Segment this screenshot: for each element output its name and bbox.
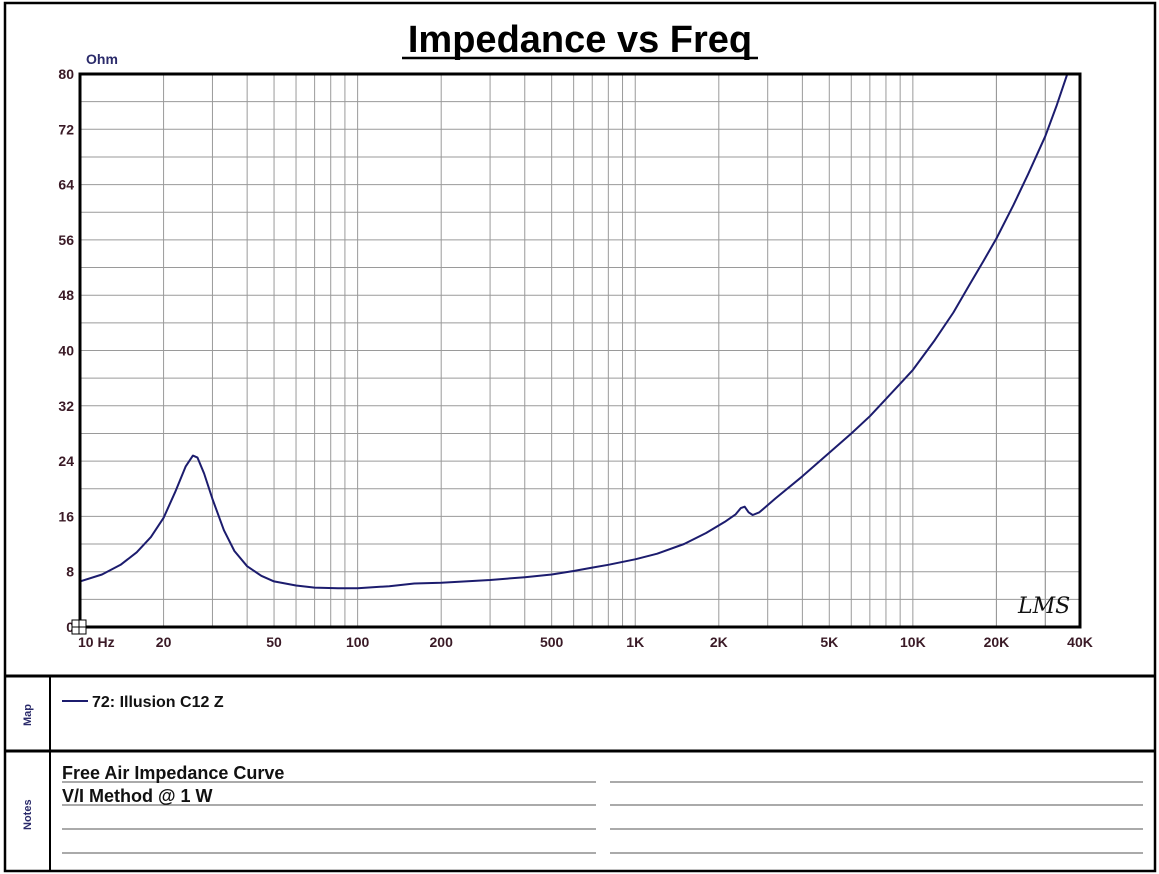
lms-logo: LMS bbox=[1017, 594, 1070, 619]
x-tick-label: 200 bbox=[430, 634, 454, 650]
y-tick-label: 64 bbox=[58, 177, 74, 193]
y-tick-label: 24 bbox=[58, 453, 74, 469]
note-line: V/I Method @ 1 W bbox=[62, 786, 213, 806]
y-axis-unit: Ohm bbox=[86, 51, 118, 67]
x-tick-label: 20 bbox=[156, 634, 172, 650]
map-side-label: Map bbox=[22, 704, 34, 726]
notes-rules bbox=[62, 781, 1143, 854]
crosshair-cursor-icon bbox=[71, 619, 87, 635]
y-tick-label: 8 bbox=[66, 564, 74, 580]
x-tick-label: 500 bbox=[540, 634, 564, 650]
y-tick-label: 72 bbox=[58, 121, 74, 137]
x-tick-label: 10K bbox=[900, 634, 926, 650]
notes-side-label: Notes bbox=[22, 799, 34, 830]
notes: Free Air Impedance Curve V/I Method @ 1 W bbox=[62, 763, 284, 806]
legend: 72: Illusion C12 Z bbox=[62, 694, 224, 711]
x-axis-ticks: 10 Hz 20 50 100 200 500 1K 2K 5K 10K 20K 40K bbox=[78, 634, 1093, 650]
x-tick-label: 20K bbox=[984, 634, 1010, 650]
y-axis-ticks: 0 8 16 24 32 40 48 56 64 72 80 bbox=[58, 66, 74, 635]
series-layer bbox=[79, 73, 1069, 590]
x-tick-label: 10 Hz bbox=[78, 634, 115, 650]
x-tick-label: 2K bbox=[710, 634, 728, 650]
x-tick-label: 100 bbox=[346, 634, 370, 650]
x-tick-label: 5K bbox=[820, 634, 838, 650]
y-tick-label: 48 bbox=[58, 287, 74, 303]
x-tick-label: 50 bbox=[266, 634, 282, 650]
y-tick-label: 0 bbox=[66, 619, 74, 635]
chart-title: Impedance vs Freq bbox=[408, 19, 752, 61]
y-tick-label: 16 bbox=[58, 508, 74, 524]
y-tick-label: 40 bbox=[58, 343, 74, 359]
x-tick-label: 1K bbox=[626, 634, 644, 650]
legend-entry: 72: Illusion C12 Z bbox=[92, 694, 224, 711]
x-tick-label: 40K bbox=[1067, 634, 1093, 650]
series-line bbox=[79, 73, 1069, 590]
plot-border bbox=[78, 72, 1082, 629]
y-tick-label: 80 bbox=[58, 66, 74, 82]
outer-frame bbox=[3, 1, 1157, 873]
y-tick-label: 56 bbox=[58, 232, 74, 248]
grid bbox=[80, 74, 1080, 627]
y-tick-label: 32 bbox=[58, 398, 74, 414]
note-line: Free Air Impedance Curve bbox=[62, 763, 284, 783]
